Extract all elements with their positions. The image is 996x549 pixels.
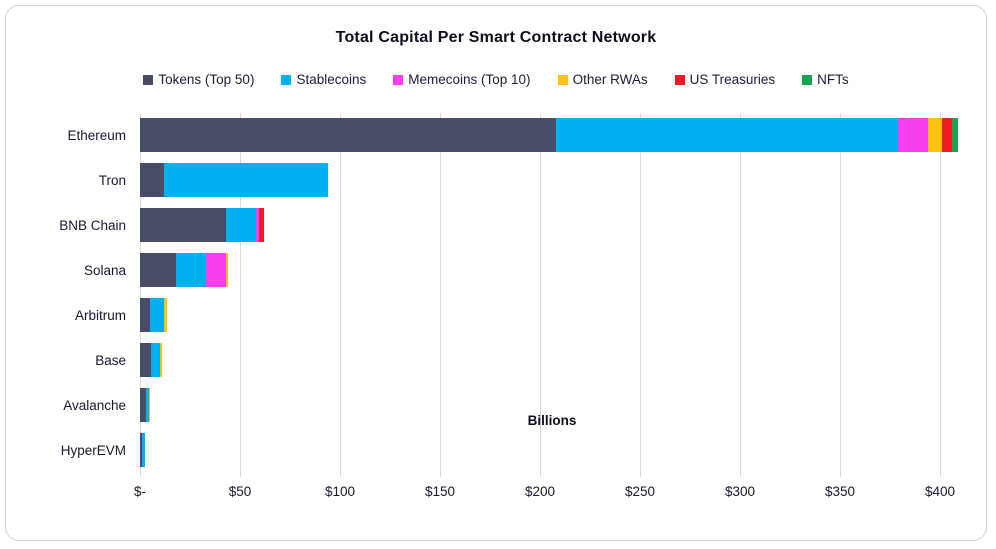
stacked-bar [140, 433, 145, 467]
chart-card: Total Capital Per Smart Contract Network… [5, 5, 987, 541]
x-tick-label: $300 [724, 484, 756, 499]
bar-segment [140, 118, 556, 152]
stacked-bar [140, 343, 162, 377]
legend-label: NFTs [817, 72, 849, 87]
bar-segment [164, 298, 167, 332]
bar-segment [898, 118, 928, 152]
legend-item: Other RWAs [557, 72, 648, 87]
bar-segment [952, 118, 958, 152]
category-label: Base [95, 353, 126, 368]
legend-swatch [557, 74, 568, 85]
bar-segment [150, 298, 164, 332]
bar-segment [149, 388, 150, 422]
bar-segment [140, 433, 142, 467]
bar-row: Arbitrum [75, 293, 964, 338]
category-label: Ethereum [67, 128, 126, 143]
x-tick-label: $250 [624, 484, 656, 499]
legend-item: Stablecoins [281, 72, 366, 87]
legend-swatch [281, 74, 292, 85]
bar-segment [164, 163, 328, 197]
bar-segment [928, 118, 942, 152]
bar-row: Solana [84, 248, 964, 293]
gridline [840, 113, 841, 477]
bar-row: Tron [99, 158, 964, 203]
stacked-bar [140, 118, 958, 152]
category-label: Solana [83, 263, 126, 278]
legend-swatch [393, 74, 404, 85]
legend-swatch [143, 74, 154, 85]
stacked-bar [140, 253, 228, 287]
bar-segment [142, 433, 145, 467]
bar-segment [146, 388, 149, 422]
bar-segment [176, 253, 206, 287]
legend: Tokens (Top 50) Stablecoins Memecoins (Top… [6, 72, 986, 87]
gridline [240, 113, 241, 477]
x-axis-title: Billions [527, 413, 577, 428]
legend-item: NFTs [802, 72, 849, 87]
gridline [740, 113, 741, 477]
bar-segment [140, 343, 151, 377]
gridline [940, 113, 941, 477]
gridline [440, 113, 441, 477]
bar-segment [556, 118, 898, 152]
bar-segment [140, 208, 226, 242]
bar-segment [942, 118, 952, 152]
bar-segment [226, 253, 228, 287]
bar-segment [140, 298, 150, 332]
stacked-bar [140, 298, 167, 332]
bar-segment [151, 343, 160, 377]
bar-segment [256, 208, 259, 242]
x-tick-label: $50 [228, 484, 252, 499]
bar-segment [140, 163, 164, 197]
category-label: HyperEVM [60, 443, 126, 458]
gridline [140, 113, 141, 477]
legend-label: Memecoins (Top 10) [408, 72, 531, 87]
category-label: Tron [98, 173, 126, 188]
category-label: Arbitrum [74, 308, 126, 323]
x-tick-label: $400 [924, 484, 956, 499]
x-tick-label: $100 [324, 484, 356, 499]
x-tick-label: $200 [524, 484, 556, 499]
bar-row: HyperEVM [61, 428, 964, 473]
legend-label: Tokens (Top 50) [158, 72, 255, 87]
legend-label: US Treasuries [689, 72, 776, 87]
legend-item: US Treasuries [674, 72, 776, 87]
stacked-bar [140, 208, 264, 242]
bar-segment [140, 253, 176, 287]
chart-title: Total Capital Per Smart Contract Network [335, 29, 657, 46]
legend-swatch [674, 74, 685, 85]
category-label: BNB Chain [59, 218, 126, 233]
stacked-bar [140, 388, 150, 422]
stacked-bar [140, 163, 328, 197]
legend-item: Memecoins (Top 10) [393, 72, 531, 87]
x-tick-label: $350 [824, 484, 856, 499]
bar-segment [140, 388, 146, 422]
bar-row: Base [95, 338, 964, 383]
bar-segment [206, 253, 226, 287]
x-tick-label: $150 [424, 484, 456, 499]
bar-row: BNB Chain [59, 203, 964, 248]
legend-label: Other RWAs [572, 72, 648, 87]
legend-swatch [802, 74, 813, 85]
bar-row: Ethereum [67, 113, 964, 158]
legend-item: Tokens (Top 50) [143, 72, 254, 87]
legend-label: Stablecoins [296, 72, 367, 87]
bar-segment [226, 208, 256, 242]
category-label: Avalanche [63, 398, 126, 413]
x-tick-label: $- [133, 484, 147, 499]
bar-segment [259, 208, 264, 242]
gridline [540, 113, 541, 477]
bar-row: Avalanche [63, 383, 964, 428]
gridline [640, 113, 641, 477]
plot-area: $- $50 $100 $150 $200 $250 $300 $350 $400 Ethereu… [59, 113, 964, 499]
bar-segment [160, 343, 162, 377]
gridline [340, 113, 341, 477]
